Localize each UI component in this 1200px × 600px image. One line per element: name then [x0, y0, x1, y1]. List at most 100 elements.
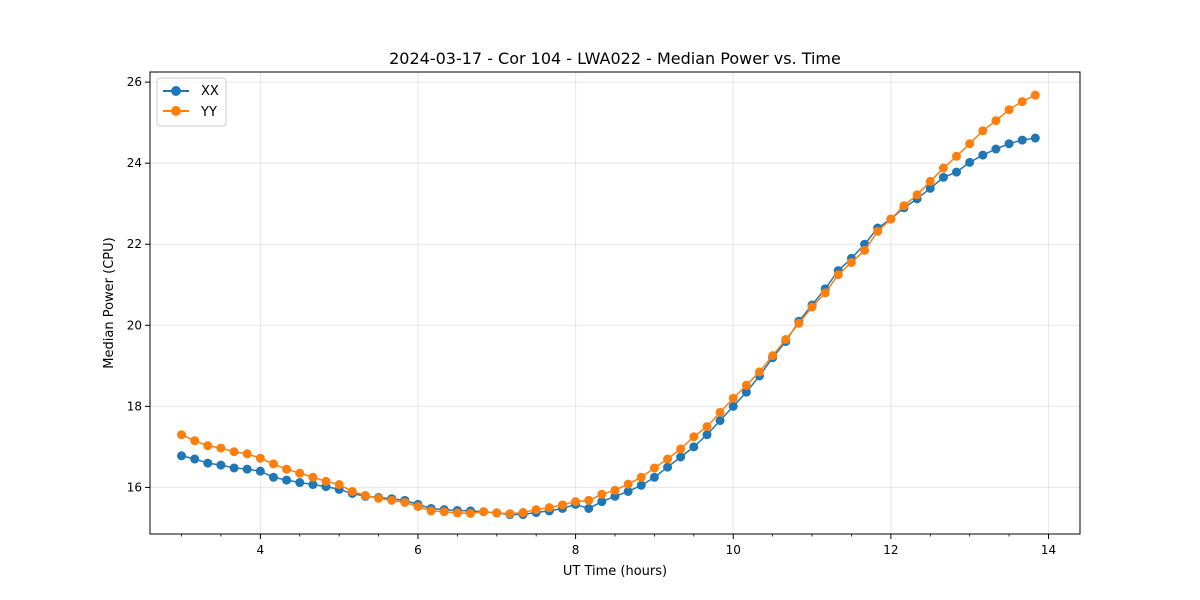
data-point-yy — [925, 176, 935, 186]
data-point-yy — [899, 201, 909, 211]
data-point-xx — [1017, 135, 1027, 145]
data-point-yy — [768, 351, 778, 361]
data-point-yy — [676, 444, 686, 454]
data-point-yy — [413, 501, 423, 511]
data-point-yy — [347, 486, 357, 496]
data-point-xx — [715, 416, 725, 426]
data-point-xx — [177, 451, 187, 461]
x-axis-label: UT Time (hours) — [563, 564, 667, 579]
data-point-yy — [492, 508, 502, 518]
data-point-yy — [833, 270, 843, 280]
axis-ticks: 4 6 8 10 12 14 16 18 20 22 24 26 — [127, 75, 1056, 557]
data-point-xx — [584, 503, 594, 513]
chart-title: 2024-03-17 - Cor 104 - LWA022 - Median P… — [389, 49, 841, 68]
data-point-yy — [282, 464, 292, 474]
data-point-xx — [978, 150, 988, 160]
data-point-yy — [584, 495, 594, 505]
data-point-yy — [216, 443, 226, 453]
data-point-yy — [452, 508, 462, 518]
data-point-xx — [203, 458, 213, 468]
data-point-yy — [269, 459, 279, 469]
plot-background — [150, 72, 1080, 534]
data-point-yy — [649, 463, 659, 473]
data-point-xx — [597, 497, 607, 507]
data-point-yy — [991, 116, 1001, 126]
data-point-yy — [334, 480, 344, 490]
data-point-yy — [439, 507, 449, 517]
data-point-yy — [400, 497, 410, 507]
data-point-yy — [610, 485, 620, 495]
data-point-xx — [623, 486, 633, 496]
data-point-xx — [1030, 133, 1040, 143]
data-point-yy — [1030, 90, 1040, 100]
data-point-xx — [689, 442, 699, 452]
data-point-yy — [242, 449, 252, 459]
y-tick-label: 16 — [127, 480, 142, 494]
data-point-yy — [571, 497, 581, 507]
data-point-yy — [636, 472, 646, 482]
data-point-yy — [702, 422, 712, 432]
series-yy — [177, 90, 1040, 519]
y-tick-label: 20 — [127, 318, 142, 332]
x-tick-label: 6 — [414, 543, 422, 557]
data-point-xx — [925, 183, 935, 193]
data-point-yy — [873, 226, 883, 236]
data-point-yy — [505, 509, 515, 519]
data-point-yy — [715, 407, 725, 417]
data-point-yy — [1017, 97, 1027, 107]
legend-label-xx: XX — [201, 84, 219, 99]
data-point-yy — [518, 508, 528, 518]
data-point-yy — [781, 334, 791, 344]
data-point-xx — [741, 387, 751, 397]
data-point-xx — [951, 167, 961, 177]
data-point-yy — [597, 489, 607, 499]
data-point-yy — [623, 479, 633, 489]
data-point-xx — [636, 480, 646, 490]
data-point-yy — [689, 432, 699, 442]
data-point-xx — [308, 480, 318, 490]
plot-area: 4 6 8 10 12 14 16 18 20 22 24 26 — [127, 71, 1081, 557]
data-point-xx — [649, 472, 659, 482]
legend: XX YY — [156, 77, 227, 127]
data-point-yy — [965, 139, 975, 149]
data-point-yy — [886, 214, 896, 224]
x-tick-label: 8 — [572, 543, 580, 557]
x-tick-label: 14 — [1041, 543, 1056, 557]
data-point-yy — [938, 163, 948, 173]
x-tick-label: 4 — [257, 543, 265, 557]
data-point-yy — [557, 500, 567, 510]
legend-marker-yy — [171, 106, 181, 116]
y-tick-label: 22 — [127, 237, 142, 251]
data-point-xx — [991, 144, 1001, 154]
data-point-yy — [531, 505, 541, 515]
data-point-yy — [728, 393, 738, 403]
data-point-yy — [1004, 105, 1014, 115]
data-point-yy — [807, 302, 817, 312]
data-point-yy — [544, 503, 554, 513]
data-point-xx — [295, 478, 305, 488]
y-axis-label: Median Power (CPU) — [102, 237, 117, 368]
data-point-yy — [255, 453, 265, 463]
data-point-xx — [242, 464, 252, 474]
data-point-yy — [203, 441, 213, 451]
data-point-yy — [846, 257, 856, 267]
data-point-yy — [321, 476, 331, 486]
data-point-yy — [177, 430, 187, 440]
data-point-yy — [754, 367, 764, 377]
data-point-yy — [360, 491, 370, 500]
y-tick-label: 24 — [127, 156, 142, 170]
data-point-yy — [190, 436, 200, 446]
data-point-yy — [374, 493, 384, 503]
grid-lines — [150, 72, 1080, 534]
data-point-yy — [229, 447, 239, 457]
data-point-yy — [978, 126, 988, 136]
data-point-xx — [938, 172, 948, 182]
data-point-yy — [466, 508, 476, 518]
data-point-yy — [663, 454, 673, 464]
data-point-xx — [663, 462, 673, 472]
legend-label-yy: YY — [200, 105, 217, 120]
x-tick-label: 12 — [883, 543, 898, 557]
data-point-yy — [295, 468, 305, 478]
data-point-xx — [1004, 139, 1014, 149]
